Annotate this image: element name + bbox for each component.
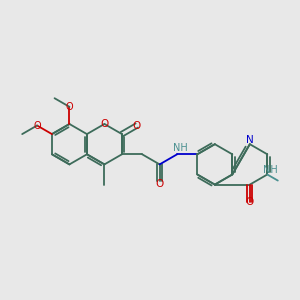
Text: NH: NH [263, 165, 278, 175]
Text: NH: NH [173, 143, 188, 153]
Text: N: N [246, 135, 254, 145]
Text: O: O [66, 102, 73, 112]
Text: O: O [155, 178, 164, 188]
Text: O: O [33, 121, 41, 130]
Text: O: O [246, 197, 254, 207]
Text: O: O [100, 119, 109, 129]
Text: O: O [133, 121, 141, 130]
